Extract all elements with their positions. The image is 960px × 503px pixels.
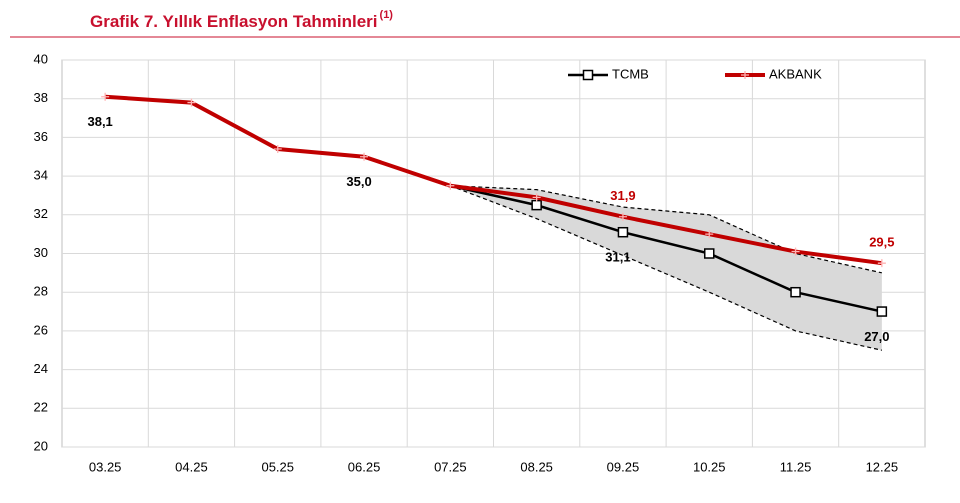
title-note: (1) — [380, 9, 394, 21]
x-tick-label: 11.25 — [780, 459, 812, 474]
y-tick-label: 30 — [34, 245, 48, 260]
x-tick-label: 04.25 — [175, 459, 208, 474]
forecast-band — [450, 185, 882, 351]
marker — [618, 212, 627, 221]
x-tick-label: 03.25 — [89, 459, 122, 474]
marker — [532, 193, 541, 202]
y-tick-label: 24 — [34, 361, 48, 376]
band-lower — [450, 185, 882, 351]
marker — [360, 152, 369, 161]
data-label: 27,0 — [864, 329, 889, 344]
x-tick-label: 09.25 — [607, 459, 640, 474]
y-tick-label: 28 — [34, 284, 48, 299]
marker — [187, 98, 196, 107]
marker — [877, 259, 886, 268]
marker — [617, 226, 629, 238]
y-tick-label: 32 — [34, 206, 48, 221]
marker — [273, 145, 282, 154]
data-label: 38,1 — [87, 114, 112, 129]
y-tick-label: 22 — [34, 400, 48, 415]
marker — [446, 181, 455, 190]
marker — [101, 92, 110, 101]
data-label: 29,5 — [869, 235, 894, 250]
marker — [790, 286, 801, 298]
data-label: 31,1 — [605, 250, 630, 265]
legend-marker — [582, 69, 594, 81]
y-tick-label: 34 — [34, 168, 48, 183]
data-label: 35,0 — [346, 174, 371, 189]
y-tick-label: 20 — [34, 438, 48, 453]
marker — [531, 199, 542, 211]
legend-label: AKBANK — [769, 66, 822, 81]
x-tick-label: 07.25 — [434, 459, 467, 474]
chart-title: Grafik 7. Yıllık Enflasyon Tahminleri — [90, 12, 378, 31]
x-tick-label: 12.25 — [866, 459, 899, 474]
series-line — [105, 94, 883, 266]
y-tick-label: 40 — [34, 51, 48, 66]
x-tick-label: 08.25 — [520, 459, 553, 474]
x-tick-label: 05.25 — [261, 459, 294, 474]
band-upper — [450, 185, 882, 274]
x-tick-label: 10.25 — [693, 459, 726, 474]
marker — [791, 247, 800, 256]
y-tick-label: 36 — [34, 129, 48, 144]
y-tick-label: 26 — [34, 322, 48, 337]
y-tick-label: 38 — [34, 90, 48, 105]
legend-marker — [741, 71, 749, 79]
x-tick-label: 06.25 — [348, 459, 381, 474]
marker — [876, 306, 888, 317]
data-label: 31,9 — [610, 188, 635, 203]
marker — [704, 248, 715, 259]
legend-label: TCMB — [612, 66, 649, 81]
marker — [705, 230, 714, 239]
